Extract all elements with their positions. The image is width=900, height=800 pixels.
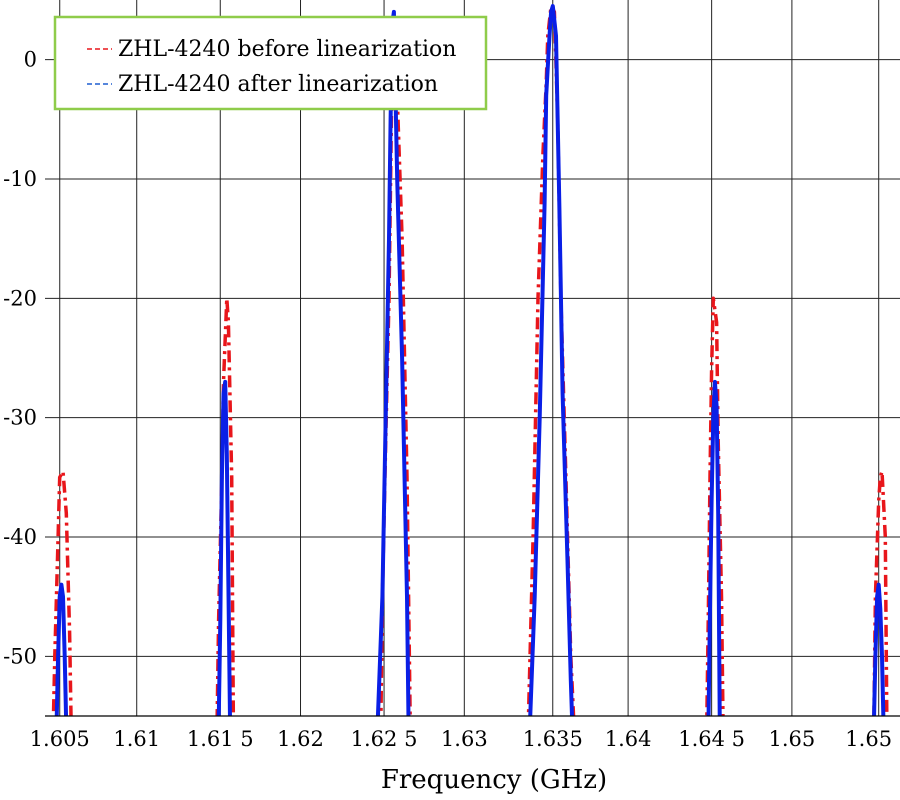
y-tick-label: 0 (24, 48, 37, 72)
x-tick-label: 1.635 (523, 727, 583, 751)
x-tick-label: 1.65 5 (845, 727, 900, 751)
plot-background (45, 0, 900, 716)
legend-label-before: ZHL-4240 before linearization (118, 37, 456, 62)
legend-label-after: ZHL-4240 after linearization (118, 72, 438, 97)
x-tick-label: 1.65 (769, 727, 816, 751)
x-tick-label: 1.62 5 (351, 727, 418, 751)
x-axis-title: Frequency (GHz) (381, 765, 607, 795)
legend-box (53, 15, 488, 111)
x-tick-label: 1.64 (605, 727, 652, 751)
series-layer (51, 4, 889, 716)
x-tick-label: 1.63 (441, 727, 488, 751)
x-tick-label: 1.64 5 (678, 727, 745, 751)
y-tick-label: -50 (3, 644, 37, 668)
legend: ZHL-4240 before linearization ZHL-4240 a… (53, 15, 488, 111)
y-tick-label: -10 (3, 167, 37, 191)
x-tick-label: 1.61 (113, 727, 160, 751)
y-tick-label: -20 (3, 286, 37, 310)
x-tick-label: 1.605 (30, 727, 90, 751)
y-tick-label: -30 (3, 406, 37, 430)
tick-labels: 0 -10 -20 -30 -40 -50 1.605 1.61 1.61 5 1.62 1.62 … (3, 48, 900, 751)
series-line-after (54, 4, 886, 716)
x-tick-label: 1.62 (277, 727, 324, 751)
x-tick-label: 1.61 5 (187, 727, 254, 751)
y-tick-label: -40 (3, 525, 37, 549)
